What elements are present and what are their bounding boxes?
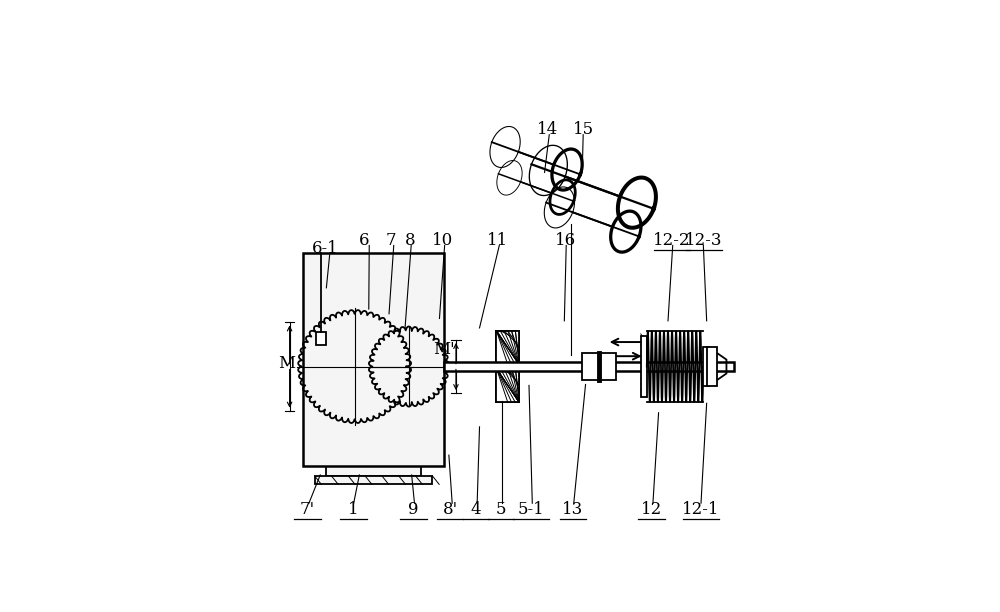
Text: 7: 7 [386,232,396,249]
Text: 8': 8' [443,501,458,518]
Text: 15: 15 [573,122,594,138]
Text: 10: 10 [432,232,453,249]
Text: 6: 6 [359,232,369,249]
Text: 1: 1 [348,501,359,518]
Bar [303,253,444,466]
Bar [496,368,519,402]
Text: 12-1: 12-1 [682,501,720,518]
Text: 12-2: 12-2 [653,232,691,249]
Bar [641,336,647,397]
Bar [315,476,432,484]
Text: 5: 5 [495,501,506,518]
Bar [496,330,519,365]
Bar [316,332,326,345]
Text: 14: 14 [537,122,558,138]
Text: 9: 9 [408,501,419,518]
Text: 16: 16 [555,232,576,249]
Text: M': M' [433,341,455,357]
Bar [496,368,519,402]
Text: 8: 8 [404,232,415,249]
Bar [582,353,599,380]
Bar [703,346,709,386]
Text: 4: 4 [470,501,481,518]
Bar [444,362,734,371]
Bar [496,330,519,365]
Text: M: M [278,355,295,371]
Text: 5-1: 5-1 [518,501,545,518]
Bar [707,347,717,386]
Text: 11: 11 [487,232,508,249]
Text: 7': 7' [300,501,315,518]
Text: 6-1: 6-1 [312,241,338,257]
Bar [599,353,616,380]
Text: 12-3: 12-3 [685,232,723,249]
Text: 12: 12 [641,501,662,518]
Bar [326,466,421,476]
Text: 13: 13 [562,501,583,518]
